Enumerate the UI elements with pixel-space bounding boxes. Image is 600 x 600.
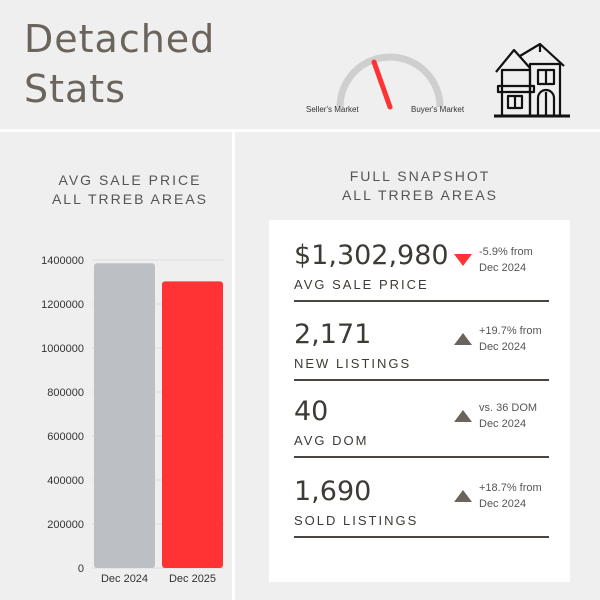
stat-change-line-1: -5.9% from [479,246,533,258]
left-heading-line-2: ALL TRREB AREAS [51,191,209,207]
gauge-needle [371,59,393,110]
left-panel-heading: AVG SALE PRICE ALL TRREB AREAS [30,171,230,209]
up-arrow-icon [454,333,472,345]
gauge-left-label: Seller's Market [306,105,359,114]
stat-divider [294,536,549,538]
up-arrow-icon [454,410,472,422]
stat-label: AVG SALE PRICE [294,277,429,292]
stat-change: -5.9% from Dec 2024 [479,244,533,276]
stat-change-line-2: Dec 2024 [479,498,527,510]
left-heading-line-1: AVG SALE PRICE [58,172,202,188]
bar-chart: 0 200000 400000 600000 800000 1000000 1200000 1… [41,255,224,585]
stat-change-line-1: +19.7% from [479,325,542,337]
stat-change-line-2: Dec 2024 [479,341,527,353]
snapshot-card: $1,302,980 AVG SALE PRICE -5.9% from Dec… [269,220,570,582]
stat-change: vs. 36 DOM Dec 2024 [479,400,537,432]
bar [162,281,223,568]
stat-avg-dom: 40 AVG DOM vs. 36 DOM Dec 2024 [294,396,549,466]
stat-label: SOLD LISTINGS [294,513,419,528]
gauge-right-label: Buyer's Market [411,105,465,114]
up-arrow-icon [454,490,472,502]
stat-change-line-2: Dec 2024 [479,262,527,274]
page-title: Detached Stats [24,14,215,114]
stat-change-line-1: vs. 36 DOM [479,402,538,414]
header-divider [0,129,600,132]
bar [94,263,155,568]
y-tick-label: 800000 [47,387,84,399]
x-tick-label: Dec 2025 [169,573,216,585]
stat-change: +18.7% from Dec 2024 [479,480,542,512]
y-tick-label: 200000 [47,519,84,531]
stat-divider [294,379,549,381]
y-tick-label: 1400000 [41,255,84,267]
stat-sold-listings: 1,690 SOLD LISTINGS +18.7% from Dec 2024 [294,476,549,546]
title-line-1: Detached [24,17,216,61]
y-tick-label: 0 [78,563,84,575]
stat-change-line-2: Dec 2024 [479,418,527,430]
x-tick-label: Dec 2024 [101,573,148,585]
house-icon [494,42,570,118]
panel-divider [232,132,235,600]
y-tick-label: 1000000 [41,343,84,355]
avg-sale-price-chart: 0 200000 400000 600000 800000 1000000 1200000 1… [0,240,232,590]
gauge-dial-icon [336,53,444,110]
right-heading-line-2: ALL TRREB AREAS [341,187,499,203]
down-arrow-icon [454,254,472,266]
stat-new-listings: 2,171 NEW LISTINGS +19.7% from Dec 2024 [294,319,549,389]
stat-value: $1,302,980 [294,240,449,271]
stat-avg-sale-price: $1,302,980 AVG SALE PRICE -5.9% from Dec… [294,240,549,310]
market-gauge: Seller's Market Buyer's Market [300,52,480,122]
right-panel-heading: FULL SNAPSHOT ALL TRREB AREAS [300,167,540,205]
y-tick-label: 1200000 [41,299,84,311]
stat-value: 40 [294,396,329,427]
stat-label: NEW LISTINGS [294,356,412,371]
y-tick-label: 600000 [47,431,84,443]
stat-value: 2,171 [294,319,372,350]
stat-change: +19.7% from Dec 2024 [479,323,542,355]
stat-divider [294,456,549,458]
stat-divider [294,300,549,302]
y-tick-label: 400000 [47,475,84,487]
stat-value: 1,690 [294,476,372,507]
stat-label: AVG DOM [294,433,369,448]
right-heading-line-1: FULL SNAPSHOT [349,168,491,184]
title-line-2: Stats [24,67,127,111]
stat-change-line-1: +18.7% from [479,482,542,494]
